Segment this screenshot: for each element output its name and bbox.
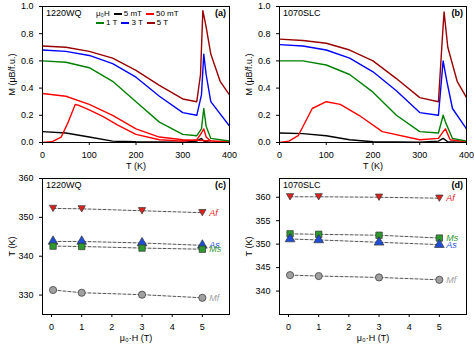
svg-text:2: 2	[346, 322, 351, 332]
svg-text:350: 350	[18, 212, 33, 222]
html-text:(b): (b)	[451, 8, 463, 18]
svg-text:4: 4	[407, 322, 412, 332]
svg-text:Mf: Mf	[209, 293, 220, 303]
svg-text:As: As	[445, 240, 457, 250]
svg-text:μ₀·H (T): μ₀·H (T)	[357, 333, 389, 343]
html-text:(a): (a)	[215, 8, 226, 18]
svg-text:400: 400	[222, 150, 237, 160]
svg-text:0.0: 0.0	[258, 137, 271, 147]
html-text:1220WQ: 1220WQ	[46, 180, 82, 190]
svg-text:300: 300	[175, 150, 190, 160]
svg-text:M (μB/f.u.): M (μB/f.u.)	[7, 53, 17, 95]
html-text:(c): (c)	[215, 180, 226, 190]
svg-text:T (K): T (K)	[363, 161, 383, 171]
svg-text:0.6: 0.6	[258, 56, 271, 66]
svg-text:0: 0	[40, 150, 45, 160]
svg-text:200: 200	[128, 150, 143, 160]
svg-text:100: 100	[319, 150, 334, 160]
svg-text:T (K): T (K)	[244, 237, 254, 257]
svg-text:0.4: 0.4	[21, 83, 34, 93]
svg-text:0.8: 0.8	[258, 29, 271, 39]
svg-text:1.0: 1.0	[258, 1, 271, 11]
svg-text:345: 345	[255, 262, 270, 272]
svg-text:5: 5	[200, 322, 205, 332]
svg-text:3: 3	[140, 322, 145, 332]
svg-text:400: 400	[459, 150, 474, 160]
svg-text:0.2: 0.2	[21, 110, 34, 120]
svg-text:1.0: 1.0	[21, 1, 34, 11]
svg-text:0.8: 0.8	[21, 29, 34, 39]
svg-text:350: 350	[255, 239, 270, 249]
html-text:1070SLC: 1070SLC	[283, 180, 321, 190]
svg-text:0: 0	[277, 150, 282, 160]
svg-text:Af: Af	[208, 208, 219, 218]
svg-text:1: 1	[316, 322, 321, 332]
html-text:1 T: 1 T	[106, 18, 118, 27]
svg-text:4: 4	[170, 322, 175, 332]
svg-text:T (K): T (K)	[126, 161, 146, 171]
svg-text:330: 330	[18, 290, 33, 300]
svg-text:3: 3	[377, 322, 382, 332]
svg-text:340: 340	[18, 251, 33, 261]
svg-text:1: 1	[79, 322, 84, 332]
svg-text:Ms: Ms	[209, 244, 221, 254]
svg-text:300: 300	[412, 150, 427, 160]
svg-text:0.4: 0.4	[258, 83, 271, 93]
html-text:5 mT: 5 mT	[123, 9, 142, 18]
svg-text:340: 340	[255, 286, 270, 296]
svg-text:355: 355	[255, 216, 270, 226]
svg-text:360: 360	[18, 173, 33, 183]
svg-text:Af: Af	[445, 193, 456, 203]
html-text:5 T: 5 T	[156, 18, 169, 27]
svg-text:0.2: 0.2	[258, 110, 271, 120]
html-text:1220WQ: 1220WQ	[46, 8, 82, 18]
svg-text:Mf: Mf	[446, 275, 457, 285]
svg-text:0.0: 0.0	[21, 137, 34, 147]
svg-text:T (K): T (K)	[7, 237, 17, 257]
svg-text:0: 0	[286, 322, 291, 332]
svg-text:2: 2	[109, 322, 114, 332]
svg-text:Ms: Ms	[446, 232, 459, 243]
svg-text:100: 100	[82, 150, 97, 160]
html-text:3 T: 3 T	[131, 18, 143, 27]
svg-text:5: 5	[437, 322, 442, 332]
html-text:μ₀H: μ₀H	[96, 9, 110, 18]
svg-text:0: 0	[49, 322, 54, 332]
html-text:1070SLC: 1070SLC	[283, 8, 321, 18]
svg-text:0.6: 0.6	[21, 56, 34, 66]
html-text:50 mT: 50 mT	[156, 9, 179, 18]
html-text:(d): (d)	[451, 180, 463, 190]
svg-text:μ₀·H (T): μ₀·H (T)	[120, 333, 152, 343]
svg-text:360: 360	[255, 192, 270, 202]
svg-text:200: 200	[365, 150, 380, 160]
svg-text:M (μB/f.u.): M (μB/f.u.)	[244, 53, 254, 95]
